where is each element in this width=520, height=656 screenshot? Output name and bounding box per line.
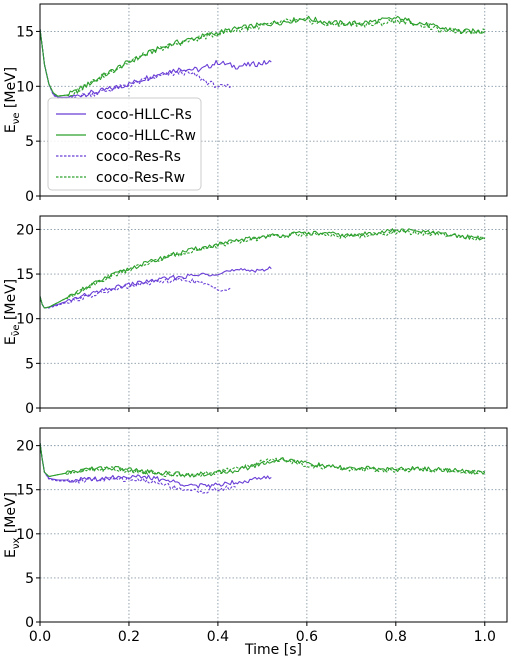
series-line-coco-Res-Rs — [40, 277, 232, 309]
x-tick-label: 1.0 — [474, 629, 496, 645]
x-tick-label: 0.0 — [29, 629, 51, 645]
y-tick-label: 5 — [25, 356, 34, 372]
series-line-coco-Res-Rs — [40, 442, 236, 494]
axes-frame — [39, 427, 508, 623]
series-line-coco-HLLC-Rs — [40, 266, 272, 309]
legend-entry-label: coco-Res-Rs — [96, 149, 181, 165]
y-axis-label: Eνx [MeV] — [3, 492, 22, 558]
y-tick-label: 15 — [16, 483, 34, 499]
y-tick-label: 10 — [16, 312, 34, 328]
y-tick-label: 10 — [16, 79, 34, 95]
y-tick-label: 15 — [16, 267, 34, 283]
series-line-coco-Res-Rw — [40, 17, 486, 97]
axes-frame — [39, 215, 508, 409]
series-line-coco-Res-Rs — [40, 29, 232, 100]
series-line-coco-HLLC-Rw — [40, 442, 486, 478]
legend-entry-label: coco-HLLC-Rs — [96, 107, 192, 123]
legend-box — [47, 97, 202, 191]
series-line-coco-HLLC-Rs — [40, 442, 272, 489]
x-tick-label: 0.8 — [385, 629, 407, 645]
series-line-coco-Res-Rw — [40, 442, 485, 478]
x-tick-label: 0.6 — [296, 629, 318, 645]
axes-frame — [39, 3, 508, 197]
series-line-coco-HLLC-Rw — [40, 228, 485, 309]
y-tick-label: 0 — [25, 401, 34, 417]
y-tick-label: 0 — [25, 189, 34, 205]
series-line-coco-HLLC-Rs — [40, 29, 272, 99]
legend: coco-HLLC-Rs coco-HLLC-Rw coco-Res-Rs coco-… — [47, 97, 202, 191]
legend-entry-label: coco-HLLC-Rw — [96, 128, 196, 144]
x-axis-label: Time [s] — [244, 642, 302, 656]
y-axis-label: Eν̄e [MeV] — [3, 279, 22, 345]
x-tick-label: 0.4 — [207, 629, 229, 645]
x-tick-label: 0.2 — [118, 629, 140, 645]
y-tick-label: 20 — [16, 439, 34, 455]
series-line-coco-Res-Rw — [40, 229, 486, 309]
y-tick-label: 5 — [25, 134, 34, 150]
y-tick-label: 5 — [25, 571, 34, 587]
y-tick-label: 20 — [16, 222, 34, 238]
series-line-coco-HLLC-Rw — [40, 15, 486, 97]
y-tick-label: 15 — [16, 24, 34, 40]
legend-entry-label: coco-Res-Rw — [96, 170, 185, 186]
y-tick-label: 0 — [25, 615, 34, 631]
y-axis-label: Eνe [MeV] — [3, 67, 22, 133]
y-tick-label: 10 — [16, 527, 34, 543]
chart-panel-2: 0 5 10 15 20 Eν̄e [MeV] — [3, 215, 508, 417]
chart-panel-3: 0 5 10 15 20 0.0 0.2 0.4 0.6 0.8 1.0 Eνx [MeV] Time … — [3, 427, 508, 656]
